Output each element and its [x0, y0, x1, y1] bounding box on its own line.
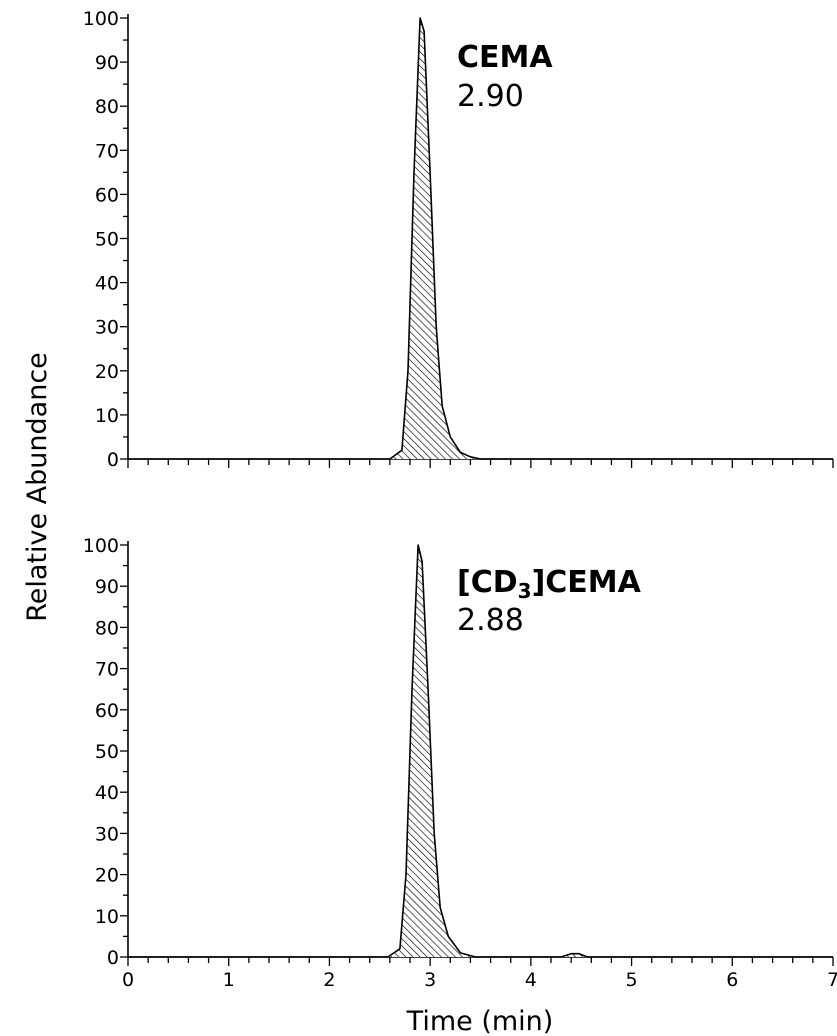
y-tick-label: 10: [95, 906, 119, 928]
y-tick-label: 100: [83, 8, 119, 30]
y-tick-label: 20: [95, 865, 119, 887]
peak-name-cema: CEMA: [457, 40, 553, 75]
y-tick-label: 40: [95, 782, 119, 804]
y-tick-label: 20: [95, 361, 119, 383]
y-axis-title: Relative Abundance: [22, 352, 53, 622]
y-tick-label: 80: [95, 96, 119, 118]
trace-line-cema: [128, 17, 833, 460]
y-tick-label: 0: [107, 449, 119, 471]
x-axis-title: Time (min): [406, 1006, 554, 1036]
y-tick-label: 0: [107, 947, 119, 969]
y-tick-label: 90: [95, 576, 119, 598]
retention-time-cema: 2.90: [457, 79, 524, 114]
x-tick-label: 6: [726, 969, 738, 991]
y-tick-label: 30: [95, 317, 119, 339]
y-tick-label: 70: [95, 659, 119, 681]
retention-time-cd3-cema: 2.88: [457, 603, 524, 638]
y-tick-label: 50: [95, 741, 119, 763]
x-tick-label: 0: [122, 969, 134, 991]
y-tick-label: 10: [95, 405, 119, 427]
y-tick-label: 70: [95, 140, 119, 162]
y-tick-label: 40: [95, 273, 119, 295]
x-tick-label: 4: [525, 969, 537, 991]
y-tick-label: 50: [95, 229, 119, 251]
x-tick-label: 3: [424, 969, 436, 991]
x-tick-label: 7: [827, 969, 837, 991]
y-tick-label: 100: [83, 535, 119, 557]
panel-cd3-cema: 0 10 20 30 40 50 60 70 80 90 100 0 1 2 3 4 5 6 7: [83, 535, 837, 991]
panel-cema: 0 10 20 30 40 50 60 70 80 90 100: [83, 8, 834, 471]
y-tick-label: 90: [95, 52, 119, 74]
x-tick-label: 2: [323, 969, 335, 991]
y-tick-label: 60: [95, 700, 119, 722]
trace-line-cd3-cema: [128, 544, 833, 958]
x-tick-label: 5: [626, 969, 638, 991]
y-tick-label: 30: [95, 823, 119, 845]
x-tick-label: 1: [223, 969, 235, 991]
peak-name-cd3-cema: [CD3]CEMA: [457, 565, 642, 603]
y-tick-label: 60: [95, 184, 119, 206]
y-tick-label: 80: [95, 617, 119, 639]
